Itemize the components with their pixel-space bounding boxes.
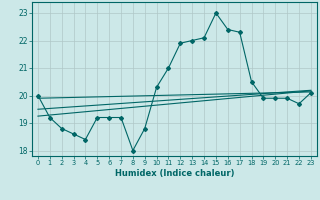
X-axis label: Humidex (Indice chaleur): Humidex (Indice chaleur)	[115, 169, 234, 178]
